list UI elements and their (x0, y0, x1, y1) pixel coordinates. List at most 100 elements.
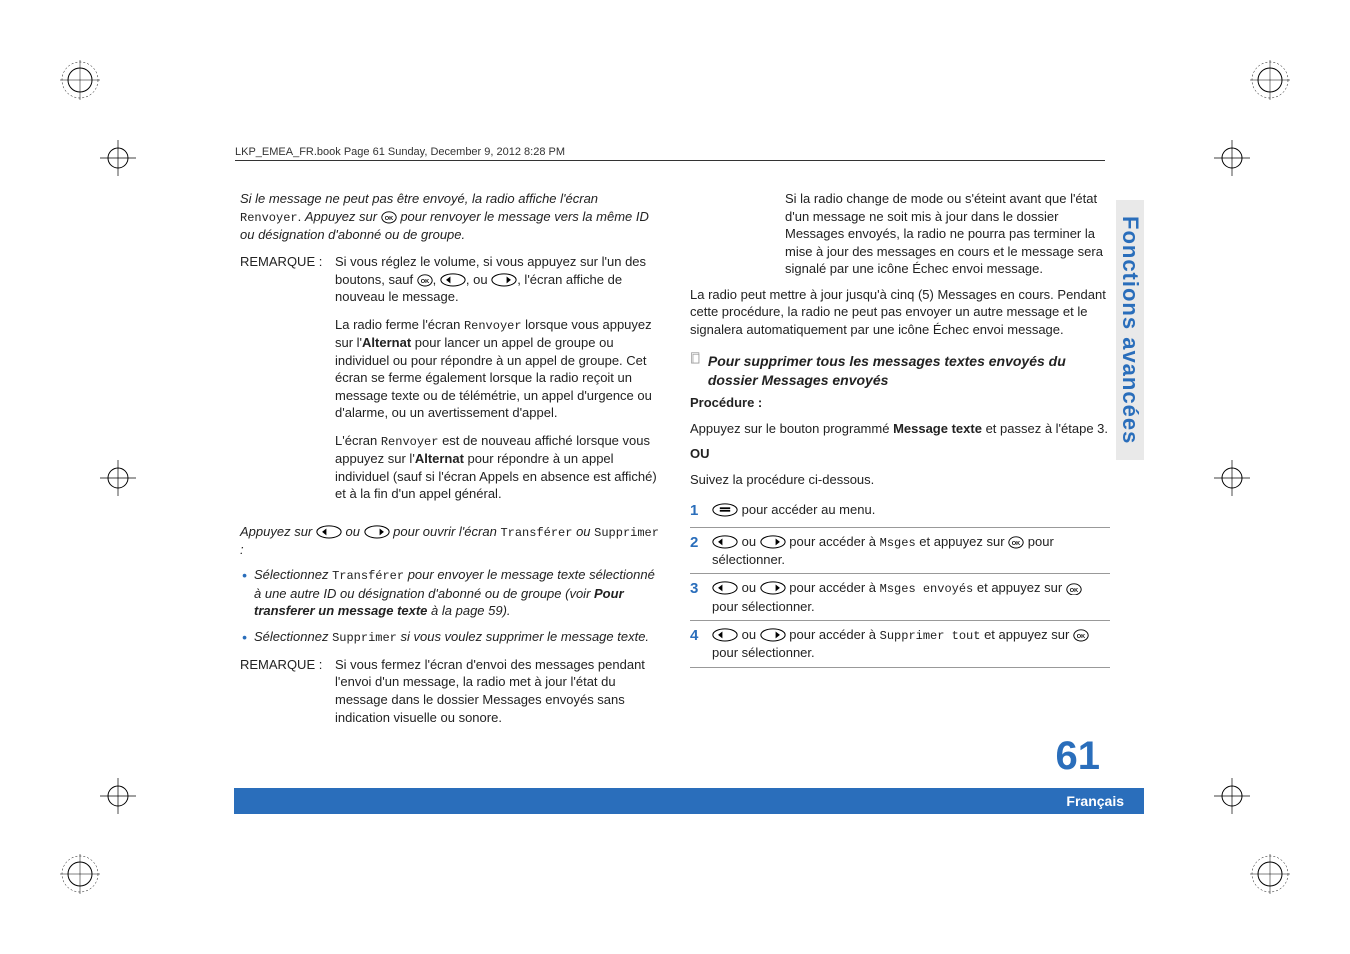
text: ou (342, 524, 364, 539)
heading-text: Pour supprimer tous les messages textes … (708, 352, 1110, 390)
crop-mark-tr (1250, 60, 1290, 100)
list-item: Sélectionnez Transférer pour envoyer le … (254, 566, 660, 619)
text: et appuyez sur (916, 534, 1009, 549)
right-button-icon (760, 581, 786, 595)
page-content: Si le message ne peut pas être envoyé, l… (240, 190, 1110, 726)
paragraph: Appuyez sur le bouton programmé Message … (690, 420, 1110, 438)
page-header: LKP_EMEA_FR.book Page 61 Sunday, Decembe… (235, 146, 1105, 161)
text: pour accéder à (786, 580, 880, 595)
screen-name: Renvoyer (381, 435, 439, 449)
crosshair-icon (100, 460, 136, 496)
text: Appuyez sur (305, 209, 381, 224)
crop-mark-br (1250, 854, 1290, 894)
column-right: Si la radio change de mode ou s'éteint a… (690, 190, 1110, 726)
remarque-label: REMARQUE : (240, 253, 335, 512)
paragraph: Si le message ne peut pas être envoyé, l… (240, 190, 660, 243)
left-button-icon (440, 273, 466, 287)
ok-button-icon: OK (1073, 629, 1089, 643)
left-button-icon (712, 581, 738, 595)
remarque-block: REMARQUE : Si vous fermez l'écran d'envo… (240, 656, 660, 726)
text: ou (738, 627, 760, 642)
text: ou (572, 524, 594, 539)
language-label: Français (1066, 793, 1124, 809)
step-number: 2 (690, 533, 712, 569)
ok-button-icon: OK (381, 211, 397, 225)
right-button-icon (491, 273, 517, 287)
svg-text:OK: OK (1070, 587, 1078, 593)
svg-text:OK: OK (385, 216, 393, 222)
screen-name: Renvoyer (240, 211, 298, 225)
side-tab-label: Fonctions avancées (1116, 200, 1144, 460)
right-button-icon (760, 628, 786, 642)
list-item: Sélectionnez Supprimer si vous voulez su… (254, 628, 660, 646)
procedure-label: Procédure : (690, 395, 762, 410)
text: ou (738, 534, 760, 549)
column-left: Si le message ne peut pas être envoyé, l… (240, 190, 660, 726)
text: Sélectionnez (254, 567, 332, 582)
step-row: 3 ou pour accéder à Msges envoyés et app… (690, 574, 1110, 621)
text: Alternat (362, 335, 411, 350)
text: et passez à l'étape 3. (982, 421, 1108, 436)
crosshair-icon (1214, 140, 1250, 176)
svg-text:OK: OK (1012, 541, 1020, 547)
step-row: 2 ou pour accéder à Msges et appuyez sur… (690, 528, 1110, 575)
text: pour accéder à (786, 534, 880, 549)
crosshair-icon (100, 140, 136, 176)
paragraph: La radio peut mettre à jour jusqu'à cinq… (690, 286, 1110, 339)
paragraph: Appuyez sur ou pour ouvrir l'écran Trans… (240, 523, 660, 559)
step-row: 1 pour accéder au menu. (690, 496, 1110, 527)
crosshair-icon (1214, 778, 1250, 814)
screen-name: Supprimer (332, 631, 397, 645)
text: Sélectionnez (254, 629, 332, 644)
remarque-body: Si vous fermez l'écran d'envoi des messa… (335, 656, 660, 726)
or-label: OU (690, 446, 710, 461)
text: Si le message ne peut pas être envoyé, l… (240, 191, 598, 206)
remarque-body: Si vous réglez le volume, si vous appuye… (335, 253, 660, 512)
text: pour accéder au menu. (738, 502, 875, 517)
menu-button-icon (712, 503, 738, 517)
text: pour accéder à (786, 627, 880, 642)
remarque-label: REMARQUE : (240, 656, 335, 726)
text: et appuyez sur (980, 627, 1073, 642)
ok-button-icon: OK (417, 274, 433, 288)
screen-name: Transférer (500, 526, 572, 540)
step-row: 4 ou pour accéder à Supprimer tout et ap… (690, 621, 1110, 668)
screen-name: Transférer (332, 569, 404, 583)
text: , ou (466, 272, 491, 287)
text: pour sélectionner. (712, 599, 815, 614)
doc-icon (690, 352, 702, 370)
text: à la page 59). (427, 603, 510, 618)
crop-mark-bl (60, 854, 100, 894)
step-number: 1 (690, 501, 712, 521)
text: , (433, 272, 440, 287)
text: : (240, 542, 244, 557)
text: Appuyez sur (240, 524, 316, 539)
bullet-list: Sélectionnez Transférer pour envoyer le … (240, 566, 660, 645)
text: Appuyez sur le bouton programmé (690, 421, 893, 436)
screen-name: Msges envoyés (880, 582, 974, 596)
ok-button-icon: OK (1008, 536, 1024, 550)
crosshair-icon (1214, 460, 1250, 496)
text: si vous voulez supprimer le message text… (397, 629, 649, 644)
text: et appuyez sur (973, 580, 1066, 595)
text: Message texte (893, 421, 982, 436)
step-number: 4 (690, 626, 712, 662)
text: pour sélectionner. (712, 645, 815, 660)
text: La radio ferme l'écran (335, 317, 464, 332)
svg-text:OK: OK (1077, 634, 1085, 640)
language-bar: Français (234, 788, 1144, 814)
crosshair-icon (100, 778, 136, 814)
text: ou (738, 580, 760, 595)
text: . (298, 209, 305, 224)
screen-name: Msges (880, 536, 916, 550)
remarque-block: REMARQUE : Si vous réglez le volume, si … (240, 253, 660, 512)
section-heading: Pour supprimer tous les messages textes … (690, 352, 1110, 390)
text: L'écran (335, 433, 381, 448)
left-button-icon (712, 628, 738, 642)
ok-button-icon: OK (1066, 582, 1082, 596)
crop-mark-tl (60, 60, 100, 100)
text: pour ouvrir l'écran (390, 524, 501, 539)
text: Alternat (415, 451, 464, 466)
step-number: 3 (690, 579, 712, 615)
svg-text:OK: OK (420, 279, 428, 285)
